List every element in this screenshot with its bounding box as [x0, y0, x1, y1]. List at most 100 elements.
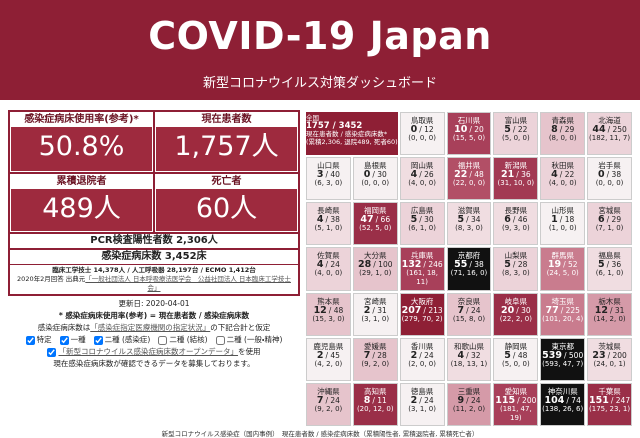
tile-count: 7/ 24 — [448, 305, 491, 315]
tile-count: 539/ 500 — [541, 350, 584, 360]
stat-value: 60人 — [195, 193, 258, 224]
checkbox-item[interactable]: 特定 — [25, 334, 52, 346]
prefecture-tile[interactable]: 京都府 55/ 38 (71, 16, 0) — [446, 247, 492, 291]
current-patients: 1 — [551, 214, 558, 226]
checkbox[interactable] — [59, 335, 69, 345]
tile-count: 7/ 24 — [307, 396, 350, 406]
tile-name: 滋賀県 — [457, 206, 481, 216]
checkbox-item[interactable]: 二種 (結核) — [158, 334, 208, 346]
tile-name: 高知県 — [364, 386, 387, 396]
prefecture-tile[interactable]: 山形県 1/ 18 (1, 0, 0) — [540, 202, 586, 246]
prefecture-tile[interactable]: 茨城県 23/ 200 (24, 0, 1) — [587, 337, 632, 381]
prefecture-tile[interactable]: 佐賀県 4/ 24 (4, 0, 0) — [306, 247, 351, 291]
prefecture-tile[interactable]: 山口県 3/ 40 (6, 3, 0) — [306, 157, 351, 201]
national-tile[interactable]: 全国 1757 / 3452 現在患者数 / 感染症病床数* (累積2,306, 退院… — [306, 112, 398, 156]
prefecture-tile[interactable]: 宮城県 6/ 29 (7, 1, 0) — [587, 202, 632, 246]
tile-detail: (52, 5, 0) — [359, 224, 392, 233]
tile-count: 8/ 11 — [354, 394, 397, 406]
tile-detail: (24, 5, 0) — [546, 269, 579, 278]
stat-label: 感染症病床使用率(参考)* — [11, 113, 152, 127]
bed-count: / 100 — [373, 260, 393, 270]
current-patients: 104 — [544, 394, 565, 406]
prefecture-tile[interactable]: 奈良県 7/ 24 (15, 8, 0) — [446, 292, 492, 336]
prefecture-tile[interactable]: 宮崎県 2/ 31 (3, 1, 0) — [352, 292, 398, 336]
checkbox[interactable] — [93, 335, 103, 345]
tile-name: 宮城県 — [598, 206, 621, 216]
current-patients: 7 — [363, 349, 371, 361]
prefecture-tile[interactable]: 岐阜県 20/ 30 (22, 2, 0) — [493, 292, 539, 336]
prefecture-tile[interactable]: 岡山県 4/ 26 (4, 0, 0) — [399, 157, 445, 201]
bed-count: / 12 — [419, 125, 434, 134]
prefecture-tile[interactable]: 福岡県 47/ 66 (52, 5, 0) — [352, 202, 398, 246]
link[interactable]: 「感染症指定医療機関の指定状況」 — [90, 323, 211, 332]
tile-name: 山梨県 — [504, 251, 528, 261]
prefecture-tile[interactable]: 香川県 2/ 24 (2, 0, 0) — [399, 337, 445, 381]
checkbox-item[interactable]: 一種 — [59, 334, 86, 346]
checkbox-item[interactable]: 二種 (感染症) — [93, 334, 150, 346]
prefecture-tile[interactable]: 愛知県 115/ 200 (181, 47, 19) — [493, 382, 539, 426]
prefecture-tile[interactable]: 広島県 5/ 30 (6, 1, 0) — [399, 202, 445, 246]
prefecture-tile[interactable]: 秋田県 4/ 22 (4, 0, 0) — [540, 157, 586, 201]
prefecture-tile[interactable]: 長野県 6/ 46 (9, 3, 0) — [493, 202, 539, 246]
bed-count: / 45 — [325, 350, 340, 360]
prefecture-tile[interactable]: 新潟県 21/ 36 (31, 10, 0) — [493, 157, 539, 201]
tile-count: 0/ 38 — [588, 170, 631, 180]
prefecture-tile[interactable]: 富山県 5/ 22 (5, 0, 0) — [493, 112, 539, 156]
prefecture-tile[interactable]: 静岡県 5/ 48 (5, 0, 0) — [493, 337, 539, 381]
prefecture-tile[interactable]: 福井県 22/ 48 (22, 0, 0) — [446, 157, 492, 201]
prefecture-tile[interactable]: 栃木県 12/ 31 (14, 2, 0) — [587, 292, 632, 336]
prefecture-tile[interactable]: 長崎県 4/ 38 (5, 1, 0) — [306, 202, 351, 246]
tile-count: 4/ 24 — [307, 260, 350, 270]
bed-count: / 26 — [419, 170, 434, 180]
prefecture-tile[interactable]: 青森県 8/ 29 (8, 0, 0) — [540, 112, 586, 156]
tile-name: 岩手県 — [598, 161, 621, 171]
current-patients: 0 — [410, 124, 418, 135]
prefecture-tile[interactable]: 石川県 10/ 20 (15, 5, 0) — [446, 112, 492, 156]
tile-name: 山口県 — [317, 161, 340, 171]
bed-count: / 48 — [328, 305, 344, 315]
prefecture-tile[interactable]: 徳島県 2/ 24 (3, 1, 0) — [399, 382, 445, 426]
tile-name: 石川県 — [457, 116, 481, 125]
tile-detail: (0, 0, 0) — [408, 134, 436, 142]
checkbox[interactable] — [158, 335, 168, 345]
prefecture-tile[interactable]: 大阪府 207/ 213 (279, 70, 2) — [399, 292, 445, 336]
prefecture-tile[interactable]: 和歌山県 4/ 32 (18, 13, 1) — [446, 337, 492, 381]
checkbox[interactable] — [25, 335, 35, 345]
prefecture-tile[interactable]: 鳥取県 0/ 12 (0, 0, 0) — [399, 112, 445, 156]
prefecture-tile[interactable]: 福島県 5/ 36 (6, 1, 0) — [587, 247, 632, 291]
current-patients: 2 — [410, 349, 418, 361]
prefecture-tile[interactable]: 高知県 8/ 11 (20, 12, 0) — [352, 382, 398, 426]
prefecture-tile[interactable]: 大分県 28/ 100 (29, 1, 0) — [352, 247, 398, 291]
current-patients: 28 — [358, 259, 372, 271]
tile-count: 4/ 32 — [448, 350, 491, 360]
tile-caption: 現在患者数 / 感染症病床数* — [306, 130, 388, 138]
checkbox-row: 特定 一種 二種 (感染症) 二種 (結核) 二種 (一般・精神) — [8, 334, 300, 346]
tile-count: 12/ 48 — [307, 305, 350, 315]
prefecture-tile[interactable]: 島根県 0/ 30 (0, 0, 0) — [352, 157, 398, 201]
equipment-note: 臨床工学技士 14,378人 / 人工呼吸器 28,197台 / ECMO 1,… — [10, 265, 298, 294]
prefecture-tile[interactable]: 滋賀県 5/ 34 (8, 3, 0) — [446, 202, 492, 246]
prefecture-tile[interactable]: 鹿児島県 2/ 45 (4, 2, 0) — [306, 337, 351, 381]
prefecture-tile[interactable]: 三重県 9/ 24 (11, 2, 0) — [446, 382, 492, 426]
prefecture-tile[interactable]: 東京都 539/ 500 (593, 47, 7) — [540, 337, 586, 381]
link[interactable]: 「新型コロナウイルス感染症病床数オープンデータ」 — [58, 347, 239, 356]
prefecture-tile[interactable]: 山梨県 5/ 28 (8, 3, 0) — [493, 247, 539, 291]
prefecture-tile[interactable]: 神奈川県 104/ 74 (138, 26, 6) — [540, 382, 586, 426]
prefecture-tile[interactable]: 埼玉県 77/ 225 (101, 20, 4) — [540, 292, 586, 336]
prefecture-tile[interactable]: 兵庫県 132/ 246 (161, 18, 11) — [399, 247, 445, 291]
source-link[interactable]: 「一般社団法人 日本呼吸療法医学会 公益社団法人 日本臨床工学技士会」 — [85, 275, 291, 292]
current-patients: 8 — [363, 394, 371, 406]
checkbox-label: 二種 (一般・精神) — [226, 335, 283, 344]
tile-count: 5/ 34 — [448, 215, 491, 225]
checkbox[interactable] — [47, 347, 57, 357]
prefecture-tile[interactable]: 熊本県 12/ 48 (15, 3, 0) — [306, 292, 351, 336]
prefecture-tile[interactable]: 千葉県 151/ 247 (175, 23, 1) — [587, 382, 632, 426]
prefecture-tile[interactable]: 北海道 44/ 250 (182, 11, 7) — [587, 112, 632, 156]
bed-count: / 38 — [325, 215, 340, 225]
prefecture-tile[interactable]: 愛媛県 7/ 28 (9, 2, 0) — [352, 337, 398, 381]
prefecture-tile[interactable]: 群馬県 19/ 52 (24, 5, 0) — [540, 247, 586, 291]
checkbox[interactable] — [215, 335, 225, 345]
prefecture-tile[interactable]: 岩手県 0/ 38 (0, 0, 0) — [587, 157, 632, 201]
prefecture-tile[interactable]: 沖縄県 7/ 24 (9, 2, 0) — [306, 382, 351, 426]
checkbox-item[interactable]: 二種 (一般・精神) — [215, 334, 283, 346]
